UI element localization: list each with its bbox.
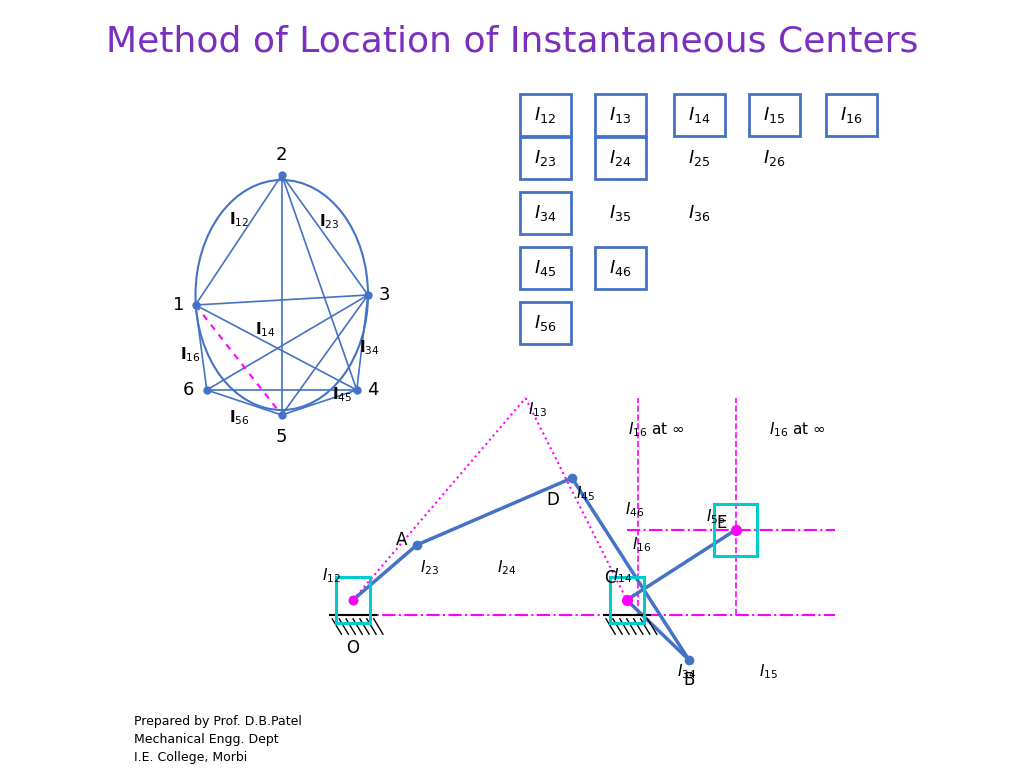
Text: 2: 2 — [276, 146, 288, 164]
Text: $I_{12}$: $I_{12}$ — [322, 567, 341, 585]
Text: E: E — [716, 514, 726, 532]
Text: $\mathbf{I}_{34}$: $\mathbf{I}_{34}$ — [359, 339, 380, 357]
Text: $I_{14}$: $I_{14}$ — [688, 105, 711, 125]
Text: $\mathbf{I}_{23}$: $\mathbf{I}_{23}$ — [318, 213, 339, 231]
Bar — [519, 94, 570, 136]
Text: $I_{16}$ at $\infty$: $I_{16}$ at $\infty$ — [628, 421, 684, 439]
Bar — [519, 247, 570, 289]
Text: $I_{23}$: $I_{23}$ — [534, 148, 556, 168]
Text: $I_{15}$: $I_{15}$ — [763, 105, 785, 125]
Bar — [519, 302, 570, 344]
Text: $I_{45}$: $I_{45}$ — [534, 258, 556, 278]
Bar — [749, 94, 800, 136]
Text: $\mathbf{I}_{45}$: $\mathbf{I}_{45}$ — [332, 386, 352, 404]
Bar — [519, 137, 570, 179]
Text: Prepared by Prof. D.B.Patel
Mechanical Engg. Dept
I.E. College, Morbi: Prepared by Prof. D.B.Patel Mechanical E… — [134, 715, 302, 764]
Text: $I_{23}$: $I_{23}$ — [421, 558, 439, 578]
Text: $I_{56}$: $I_{56}$ — [534, 313, 556, 333]
Text: $I_{24}$: $I_{24}$ — [497, 558, 516, 578]
Text: $I_{25}$: $I_{25}$ — [688, 148, 711, 168]
Text: C: C — [604, 569, 615, 587]
Bar — [595, 94, 645, 136]
Text: $I_{15}$: $I_{15}$ — [759, 663, 778, 681]
Bar — [336, 577, 371, 623]
Text: $I_{14}$: $I_{14}$ — [613, 567, 633, 585]
Text: $I_{16}$: $I_{16}$ — [632, 535, 651, 554]
Text: Method of Location of Instantaneous Centers: Method of Location of Instantaneous Cent… — [105, 25, 919, 59]
Text: 5: 5 — [276, 428, 288, 446]
Text: $I_{46}$: $I_{46}$ — [608, 258, 631, 278]
Text: D: D — [547, 491, 559, 509]
Text: O: O — [346, 639, 359, 657]
Text: $I_{34}$: $I_{34}$ — [677, 663, 696, 681]
Text: $\mathbf{I}_{12}$: $\mathbf{I}_{12}$ — [228, 210, 249, 230]
Text: $\mathbf{I}_{14}$: $\mathbf{I}_{14}$ — [255, 321, 275, 339]
Bar — [519, 192, 570, 234]
Bar — [595, 137, 645, 179]
Text: $I_{13}$: $I_{13}$ — [609, 105, 631, 125]
Text: $I_{34}$: $I_{34}$ — [534, 203, 556, 223]
Text: $I_{16}$: $I_{16}$ — [841, 105, 863, 125]
Text: $I_{26}$: $I_{26}$ — [763, 148, 785, 168]
Text: $I_{13}$: $I_{13}$ — [527, 401, 547, 419]
Text: B: B — [683, 671, 694, 689]
Text: $I_{46}$: $I_{46}$ — [626, 501, 645, 519]
Text: $I_{24}$: $I_{24}$ — [608, 148, 631, 168]
Text: $\mathbf{I}_{16}$: $\mathbf{I}_{16}$ — [180, 346, 201, 364]
Text: $I_{45}$: $I_{45}$ — [575, 485, 595, 503]
Text: $I_{35}$: $I_{35}$ — [609, 203, 631, 223]
Text: $I_{56}$: $I_{56}$ — [706, 508, 725, 526]
Bar — [674, 94, 725, 136]
Text: $\mathbf{I}_{56}$: $\mathbf{I}_{56}$ — [228, 409, 250, 427]
Text: $I_{12}$: $I_{12}$ — [534, 105, 556, 125]
Text: $I_{36}$: $I_{36}$ — [688, 203, 711, 223]
Text: 1: 1 — [173, 296, 184, 314]
Bar — [595, 247, 645, 289]
Text: A: A — [395, 531, 407, 549]
Text: $I_{16}$ at $\infty$: $I_{16}$ at $\infty$ — [769, 421, 825, 439]
Text: 6: 6 — [182, 381, 194, 399]
Bar — [609, 577, 644, 623]
Text: 3: 3 — [379, 286, 390, 304]
Bar — [826, 94, 878, 136]
Bar — [714, 504, 758, 556]
Text: 4: 4 — [368, 381, 379, 399]
